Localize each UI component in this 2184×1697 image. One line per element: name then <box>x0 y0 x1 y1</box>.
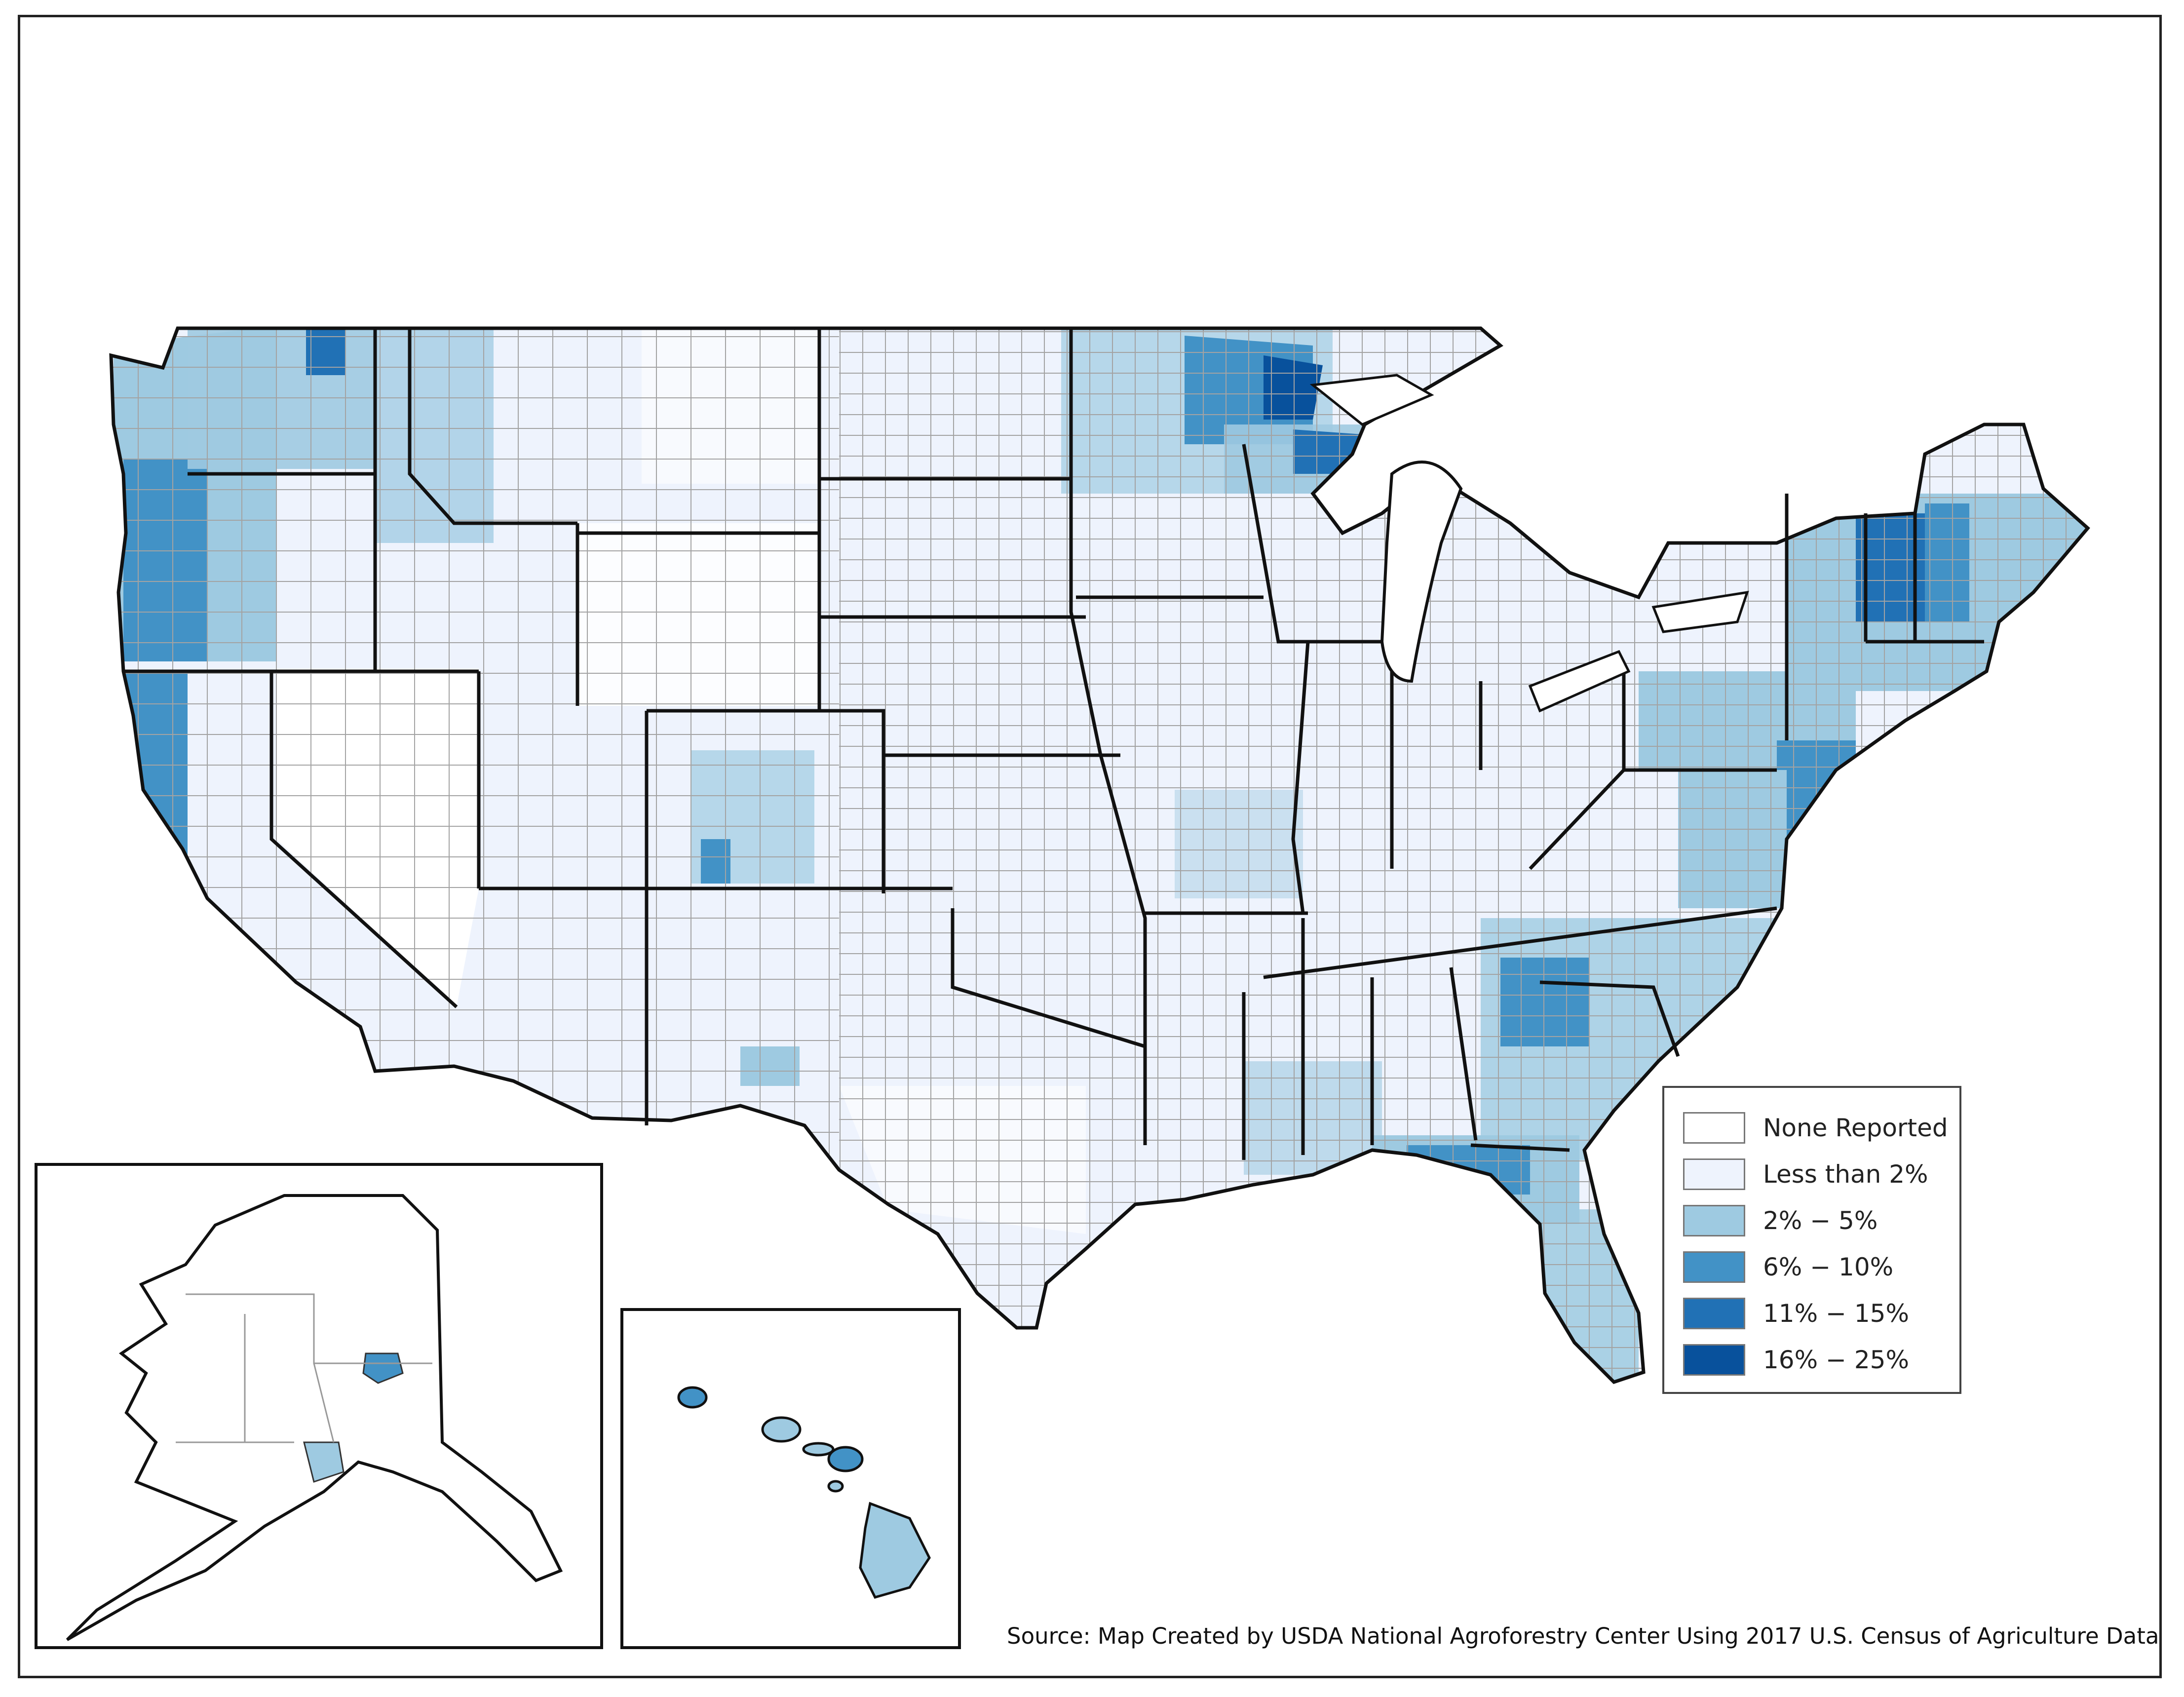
legend-label: 11% − 15% <box>1763 1299 1909 1328</box>
legend-swatch <box>1683 1158 1745 1190</box>
legend-item: None Reported <box>1683 1112 1948 1144</box>
state-boundaries <box>123 328 1984 1160</box>
legend-item: 2% − 5% <box>1683 1204 1877 1237</box>
hawaii-inset <box>620 1308 961 1649</box>
map-legend: None Reported Less than 2% 2% − 5% 6% − … <box>1662 1086 1961 1394</box>
source-note: Source: Map Created by USDA National Agr… <box>1007 1623 2159 1649</box>
legend-label: 6% − 10% <box>1763 1253 1894 1281</box>
alaska-map <box>66 1194 563 1641</box>
hawaii-map <box>677 1386 931 1599</box>
legend-label: 16% − 25% <box>1763 1346 1909 1374</box>
legend-label: None Reported <box>1763 1114 1948 1142</box>
legend-swatch <box>1683 1251 1745 1283</box>
legend-item: 16% − 25% <box>1683 1344 1909 1376</box>
great-lakes <box>1309 374 1749 713</box>
legend-label: 2% − 5% <box>1763 1206 1878 1235</box>
alaska-inset <box>35 1163 603 1649</box>
legend-item: 11% − 15% <box>1683 1297 1909 1330</box>
legend-label: Less than 2% <box>1763 1160 1928 1189</box>
legend-swatch <box>1683 1344 1745 1376</box>
legend-swatch <box>1683 1205 1745 1236</box>
legend-swatch <box>1683 1298 1745 1329</box>
legend-swatch <box>1683 1112 1745 1144</box>
legend-item: Less than 2% <box>1683 1158 1928 1191</box>
legend-item: 6% − 10% <box>1683 1251 1893 1283</box>
